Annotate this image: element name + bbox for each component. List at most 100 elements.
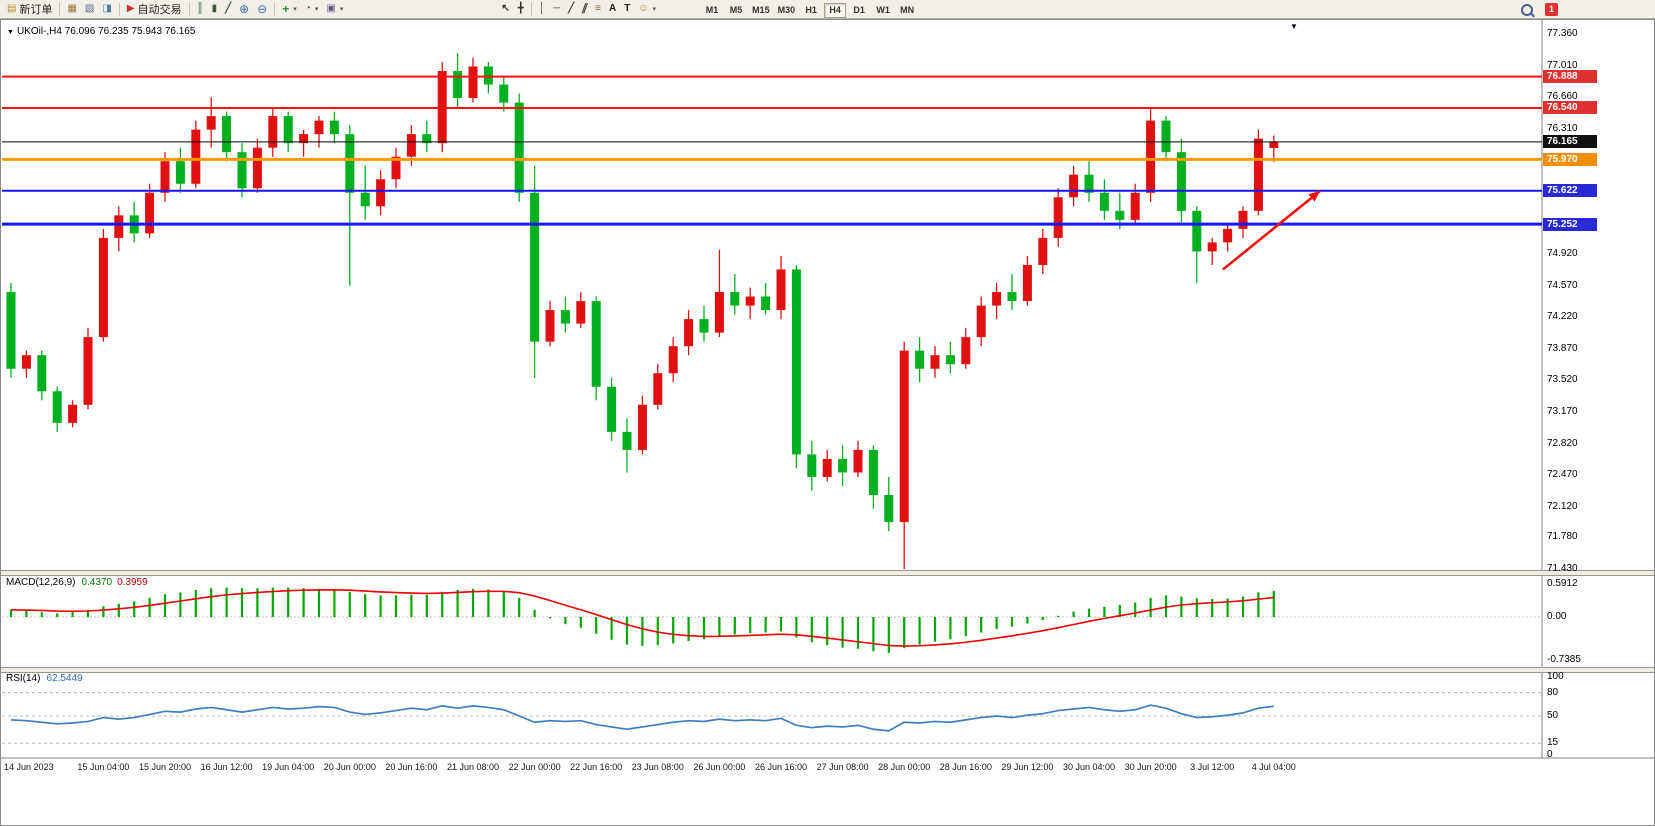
timeframe-button-m30[interactable]: M30 — [775, 3, 799, 18]
rsi-axis-label: 80 — [1547, 686, 1559, 698]
price-tag: 76.165 — [1543, 135, 1597, 149]
price-axis-tick: 72.120 — [1547, 500, 1578, 512]
macd-axis-label: -0.7385 — [1547, 654, 1581, 666]
time-axis-label: 30 Jun 04:00 — [1062, 762, 1116, 772]
templates-button[interactable]: ▣ ▾ — [322, 1, 347, 18]
shapes-tool-button[interactable]: ☺ ▾ — [634, 1, 660, 18]
timeframe-button-m1[interactable]: M1 — [701, 3, 723, 18]
timeframe-button-m15[interactable]: M15 — [749, 3, 773, 18]
time-axis-label: 15 Jun 04:00 — [77, 762, 130, 772]
macd-axis-label: 0.00 — [1547, 611, 1567, 622]
timeframe-button-w1[interactable]: W1 — [872, 3, 894, 18]
price-axis-tick: 76.310 — [1547, 122, 1578, 134]
new-order-button[interactable]: ▤ 新订单 — [3, 1, 56, 18]
charts-window-button[interactable]: ▦ — [63, 1, 80, 18]
time-axis-label: 26 Jun 00:00 — [693, 762, 746, 772]
price-axis-tick: 72.820 — [1547, 437, 1578, 449]
chart-window: ▼ UKOil-,H4 76.096 76.235 75.943 76.165 ▼… — [0, 19, 1655, 826]
timeframe-button-m5[interactable]: M5 — [725, 3, 747, 18]
horizontal-line-objects[interactable] — [2, 75, 1542, 226]
line-chart-button[interactable]: ╱ — [221, 1, 235, 18]
dropdown-arrow-icon: ▾ — [339, 6, 344, 13]
macd-name: MACD(12,26,9) — [6, 577, 76, 588]
autotrading-button[interactable]: ▶ 自动交易 — [123, 1, 186, 18]
panel-splitter[interactable] — [1, 667, 1654, 673]
candlestick-chart-button[interactable]: ▮ — [208, 1, 222, 18]
cursor-tool-button[interactable]: ↖ — [497, 1, 513, 18]
vertical-line-tool-button[interactable]: │ — [535, 1, 549, 18]
price-tag: 75.622 — [1543, 184, 1597, 198]
fibonacci-tool-button[interactable]: ≡ — [591, 1, 605, 18]
horizontal-line-tool-button[interactable]: ─ — [549, 1, 564, 18]
text-tool-button[interactable]: A — [605, 1, 620, 18]
zoom-out-icon: ⊖ — [257, 2, 268, 16]
chart-canvas[interactable] — [1, 20, 1654, 825]
periods-button[interactable]: ◔ ▾ — [301, 1, 323, 18]
autotrading-icon: ▶ — [126, 3, 135, 14]
time-axis-label: 16 Jun 12:00 — [200, 762, 253, 772]
fibonacci-icon: ≡ — [595, 3, 601, 14]
trend-arrow-annotation[interactable] — [1222, 189, 1321, 271]
chart-frame — [1, 20, 1654, 759]
price-axis-tick: 73.520 — [1547, 374, 1578, 386]
time-axis-label: 28 Jun 00:00 — [878, 762, 931, 772]
time-axis-label: 14 Jun 2023 — [4, 762, 54, 772]
add-indicator-icon: + — [282, 2, 290, 16]
price-tag: 76.540 — [1543, 101, 1597, 115]
profiles-icon: ▧ — [84, 3, 95, 14]
dropdown-arrow-icon: ▾ — [293, 6, 297, 13]
timeframe-button-d1[interactable]: D1 — [848, 3, 870, 18]
candlestick-series — [6, 52, 1279, 570]
timeframe-button-h1[interactable]: H1 — [800, 3, 822, 18]
trendline-tool-button[interactable]: ╱ — [564, 1, 578, 18]
price-axis-tick: 71.430 — [1547, 563, 1578, 574]
sounds-icon: ◨ — [102, 3, 112, 14]
search-icon[interactable] — [1521, 3, 1533, 16]
price-axis-tick: 71.780 — [1547, 531, 1578, 543]
add-indicator-button[interactable]: + ▾ — [278, 1, 301, 18]
main-toolbar: ▤ 新订单 ▦ ▧ ◨ ▶ 自动交易 ║ ▮ ╱ ⊕ ⊖ + ▾ ◔ ▾ ▣ ▾ — [0, 0, 1655, 19]
toolbar-right-icons: 1 — [1521, 3, 1558, 16]
bar-chart-button[interactable]: ║ — [193, 1, 208, 18]
time-axis-label: 4 Jul 04:00 — [1251, 762, 1296, 772]
zoom-out-button[interactable]: ⊖ — [253, 1, 271, 18]
price-axis-tick: 74.220 — [1547, 311, 1578, 323]
panel-splitter[interactable] — [1, 570, 1654, 576]
notification-badge[interactable]: 1 — [1545, 3, 1558, 16]
cursor-icon: ↖ — [501, 3, 510, 14]
label-tool-button[interactable]: T — [620, 1, 634, 18]
crosshair-tool-button[interactable]: ╋ — [514, 1, 528, 18]
toolbar-gap — [347, 9, 497, 10]
rsi-value: 62.5449 — [46, 673, 83, 684]
profiles-button[interactable]: ▧ — [81, 1, 98, 18]
timeframe-button-mn[interactable]: MN — [896, 3, 918, 18]
sounds-button[interactable]: ◨ — [98, 1, 115, 18]
time-axis-label: 26 Jun 16:00 — [754, 762, 808, 772]
chart-shift-marker-icon[interactable]: ▼ — [1290, 22, 1298, 31]
label-icon: T — [624, 3, 631, 14]
symbol-marker-icon: ▼ — [7, 29, 14, 36]
dropdown-arrow-icon: ▾ — [652, 6, 657, 13]
time-axis-label: 22 Jun 16:00 — [570, 762, 623, 772]
zoom-in-icon: ⊕ — [239, 2, 250, 16]
price-axis-tick: 73.870 — [1547, 342, 1578, 354]
price-axis-tick: 74.920 — [1547, 248, 1578, 260]
time-axis-label: 19 Jun 04:00 — [262, 762, 315, 772]
symbol-ohlc-text: UKOil-,H4 76.096 76.235 75.943 76.165 — [16, 26, 196, 37]
toolbar-gap — [660, 9, 700, 10]
price-axis-tick: 76.660 — [1547, 91, 1578, 103]
price-axis-tick: 72.470 — [1547, 469, 1578, 481]
template-icon: ▣ — [326, 3, 336, 14]
new-order-label: 新订单 — [19, 4, 53, 16]
text-icon: A — [608, 3, 617, 14]
zoom-in-button[interactable]: ⊕ — [235, 1, 253, 18]
dropdown-arrow-icon: ▾ — [314, 6, 319, 13]
channel-tool-button[interactable]: ∥ — [578, 1, 591, 18]
rsi-indicator — [2, 692, 1542, 744]
timeframe-button-h4[interactable]: H4 — [824, 2, 847, 18]
macd-axis-label: 0.5912 — [1547, 577, 1578, 589]
macd-label: MACD(12,26,9) 0.4370 0.3959 — [6, 577, 148, 588]
rsi-axis-label: 50 — [1547, 710, 1559, 721]
price-axis-tick: 77.360 — [1547, 28, 1578, 39]
candlestick-chart-icon: ▮ — [211, 3, 218, 14]
